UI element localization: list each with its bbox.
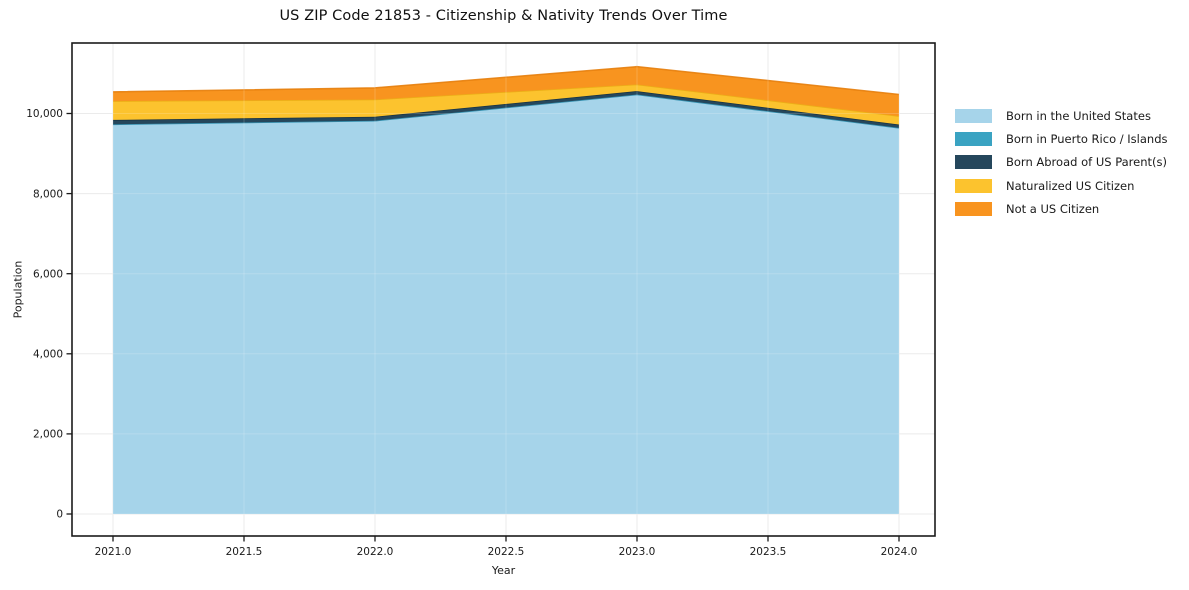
legend-label: Not a US Citizen [1006,202,1100,217]
x-tick-label: 2023.0 [619,546,656,558]
legend: Born in the United States Born in Puerto … [955,104,1168,221]
legend-item: Born in Puerto Rico / Islands [955,127,1168,150]
y-axis-label: Population [11,260,25,319]
gridlines-overlay [72,43,935,536]
legend-item: Not a US Citizen [955,198,1168,221]
legend-item: Born Abroad of US Parent(s) [955,151,1168,174]
legend-label: Born Abroad of US Parent(s) [1006,155,1167,170]
x-tick-label: 2021.5 [226,546,263,558]
axis-tick-labels: 2021.0 2021.5 2022.0 2022.5 2023.0 2023.5 2024… [26,108,917,558]
legend-swatch [955,132,992,147]
x-tick-label: 2022.0 [357,546,394,558]
plot-border [71,42,936,537]
legend-swatch [955,155,992,170]
area-series [113,84,899,125]
legend-swatch [955,108,992,123]
x-tick-label: 2022.5 [488,546,525,558]
x-tick-label: 2024.0 [881,546,918,558]
y-tick-label: 6,000 [33,268,63,280]
legend-swatch [955,202,992,217]
legend-swatch [955,178,992,193]
y-tick-label: 4,000 [33,349,63,361]
legend-label: Born in the United States [1006,108,1151,123]
y-tick-label: 10,000 [26,108,63,120]
area-series [113,94,899,514]
legend-item: Born in the United States [955,104,1168,127]
x-axis-label: Year [491,564,516,577]
y-tick-label: 8,000 [33,188,63,200]
legend-label: Born in Puerto Rico / Islands [1006,132,1168,147]
x-tick-label: 2021.0 [95,546,132,558]
axis-ticks [66,112,900,542]
y-tick-label: 2,000 [33,429,63,441]
chart-title: US ZIP Code 21853 - Citizenship & Nativi… [279,8,728,24]
area-series [113,91,899,128]
y-tick-label: 0 [56,509,63,521]
legend-label: Naturalized US Citizen [1006,178,1135,193]
x-tick-label: 2023.5 [750,546,787,558]
area-series [113,66,899,117]
stacked-areas [112,65,900,514]
legend-item: Naturalized US Citizen [955,174,1168,197]
